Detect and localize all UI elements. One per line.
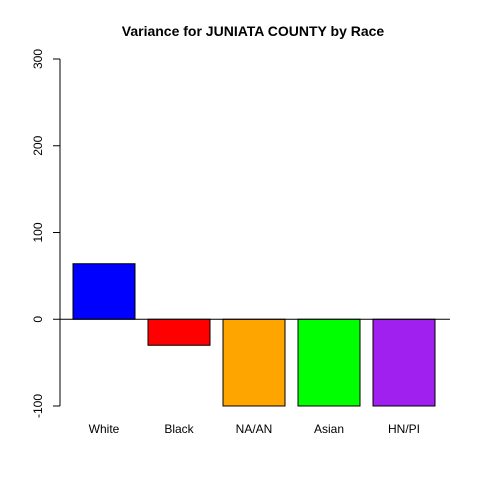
bar-asian — [297, 318, 361, 407]
y-tick-label: 100 — [31, 222, 45, 242]
x-tick-label: Black — [164, 422, 194, 436]
y-tick-label: -100 — [31, 394, 45, 418]
x-tick-label: HN/PI — [388, 422, 420, 436]
y-tick-label: 200 — [31, 135, 45, 155]
x-tick-label: Asian — [314, 422, 344, 436]
x-tick-label: White — [89, 422, 120, 436]
x-tick-labels: White Black NA/AN Asian HN/PI — [89, 422, 420, 436]
bars — [72, 263, 436, 407]
bar-hn-pi — [372, 318, 436, 407]
bar-black — [147, 318, 211, 346]
x-tick-label: NA/AN — [236, 422, 273, 436]
bar-white — [72, 263, 136, 320]
y-axis: -100 0 100 200 300 — [31, 49, 61, 418]
y-tick-label: 0 — [31, 316, 45, 323]
y-tick-label: 300 — [31, 49, 45, 69]
bar-na-an — [222, 318, 286, 407]
chart-title: Variance for JUNIATA COUNTY by Race — [122, 23, 385, 39]
